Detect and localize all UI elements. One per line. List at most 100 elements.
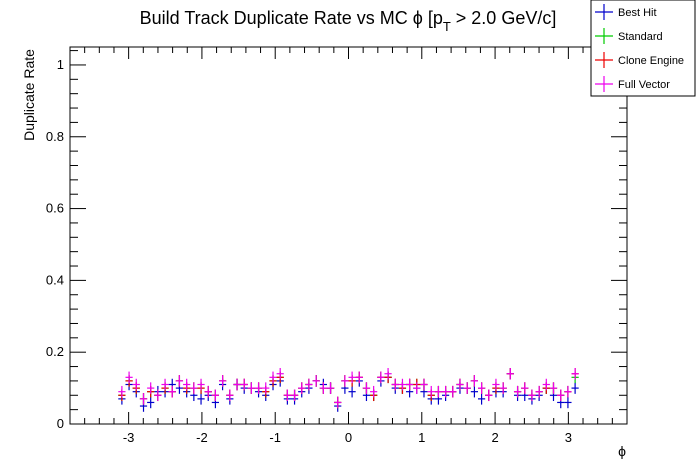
y-tick-label: 0.2 xyxy=(46,344,64,359)
legend-item: Best Hit xyxy=(595,4,657,20)
data-point xyxy=(118,385,126,398)
data-point xyxy=(139,393,148,405)
data-point xyxy=(305,378,313,391)
data-point xyxy=(254,382,263,394)
data-point xyxy=(190,382,198,394)
data-point xyxy=(197,378,205,391)
data-point xyxy=(564,385,572,398)
data-point xyxy=(442,385,450,398)
data-point xyxy=(276,367,284,380)
data-point xyxy=(549,382,558,394)
y-tick-label: 1 xyxy=(57,57,64,72)
x-axis-label: ϕ xyxy=(618,443,626,459)
legend: Best Hit Standard Clone Engine Full Vector xyxy=(590,0,696,97)
x-tick-label: 3 xyxy=(565,430,572,445)
series-full-vector xyxy=(118,367,579,409)
data-point xyxy=(355,371,363,384)
data-point xyxy=(535,385,543,398)
data-point xyxy=(348,371,356,384)
data-point xyxy=(492,378,500,391)
legend-label: Clone Engine xyxy=(618,55,684,67)
data-point xyxy=(204,385,212,398)
data-point xyxy=(384,367,392,380)
x-tick-label: 0 xyxy=(345,430,352,445)
data-point xyxy=(197,393,205,405)
data-point xyxy=(154,389,162,402)
legend-item: Clone Engine xyxy=(595,52,684,68)
data-point xyxy=(348,385,356,398)
x-tick-label: -1 xyxy=(269,430,281,445)
data-point xyxy=(233,378,241,391)
data-point xyxy=(262,382,270,394)
data-point xyxy=(211,389,220,402)
data-point xyxy=(571,382,579,394)
data-point xyxy=(470,375,479,387)
x-tick-label: -3 xyxy=(123,430,135,445)
data-point xyxy=(506,367,514,380)
legend-label: Full Vector xyxy=(618,79,670,91)
data-point xyxy=(132,378,140,391)
data-point xyxy=(319,382,327,394)
data-point xyxy=(434,385,443,398)
data-point xyxy=(183,378,191,391)
legend-item: Full Vector xyxy=(595,76,670,92)
y-tick-label: 0 xyxy=(57,416,64,431)
data-point xyxy=(456,378,464,391)
legend-label: Best Hit xyxy=(618,7,657,19)
legend-label: Standard xyxy=(618,31,663,43)
data-point xyxy=(341,375,349,387)
x-tick-label: -2 xyxy=(196,430,208,445)
data-point xyxy=(147,382,155,394)
data-point xyxy=(427,385,435,398)
data-point xyxy=(477,393,486,405)
y-axis-label: Duplicate Rate xyxy=(21,49,37,141)
data-point xyxy=(283,389,291,402)
legend-item: Standard xyxy=(595,28,663,44)
data-point xyxy=(269,371,277,384)
data-point xyxy=(406,378,414,391)
data-point xyxy=(542,378,550,391)
data-point xyxy=(477,382,486,394)
data-point xyxy=(247,382,255,394)
data-point xyxy=(557,389,565,402)
y-tick-label: 0.8 xyxy=(46,129,64,144)
data-point xyxy=(420,378,428,391)
data-point xyxy=(377,371,385,384)
data-point xyxy=(398,378,407,391)
chart-title: Build Track Duplicate Rate vs MC ϕ [pT >… xyxy=(140,8,557,34)
data-point xyxy=(298,382,306,394)
series-best-hit xyxy=(118,367,579,412)
data-point xyxy=(226,389,234,402)
plot-area xyxy=(69,46,628,425)
data-point xyxy=(449,385,457,398)
data-marks xyxy=(118,367,579,412)
data-point xyxy=(312,375,320,387)
data-point xyxy=(240,378,248,391)
data-point xyxy=(528,389,536,402)
data-point xyxy=(463,382,471,394)
data-point xyxy=(334,396,342,409)
data-point xyxy=(218,375,227,387)
data-point xyxy=(161,378,169,391)
data-point xyxy=(564,396,572,409)
x-tick-label: 2 xyxy=(491,430,498,445)
data-point xyxy=(513,385,522,398)
data-point xyxy=(499,382,507,394)
data-point xyxy=(147,396,155,409)
data-point xyxy=(362,382,371,394)
data-point xyxy=(370,385,378,398)
data-point xyxy=(168,385,176,398)
data-point xyxy=(326,382,335,394)
data-point xyxy=(470,385,479,398)
data-point xyxy=(413,382,421,394)
axes: -3 -2 -1 0 1 2 3 0 0.2 0.4 0.6 0.8 1 xyxy=(46,47,628,445)
x-tick-label: 1 xyxy=(418,430,425,445)
data-point xyxy=(125,371,133,384)
y-tick-label: 0.6 xyxy=(46,201,64,216)
data-point xyxy=(175,375,184,387)
legend-box xyxy=(590,0,696,97)
data-point xyxy=(571,367,579,380)
y-tick-label: 0.4 xyxy=(46,272,64,287)
data-point xyxy=(391,378,399,391)
